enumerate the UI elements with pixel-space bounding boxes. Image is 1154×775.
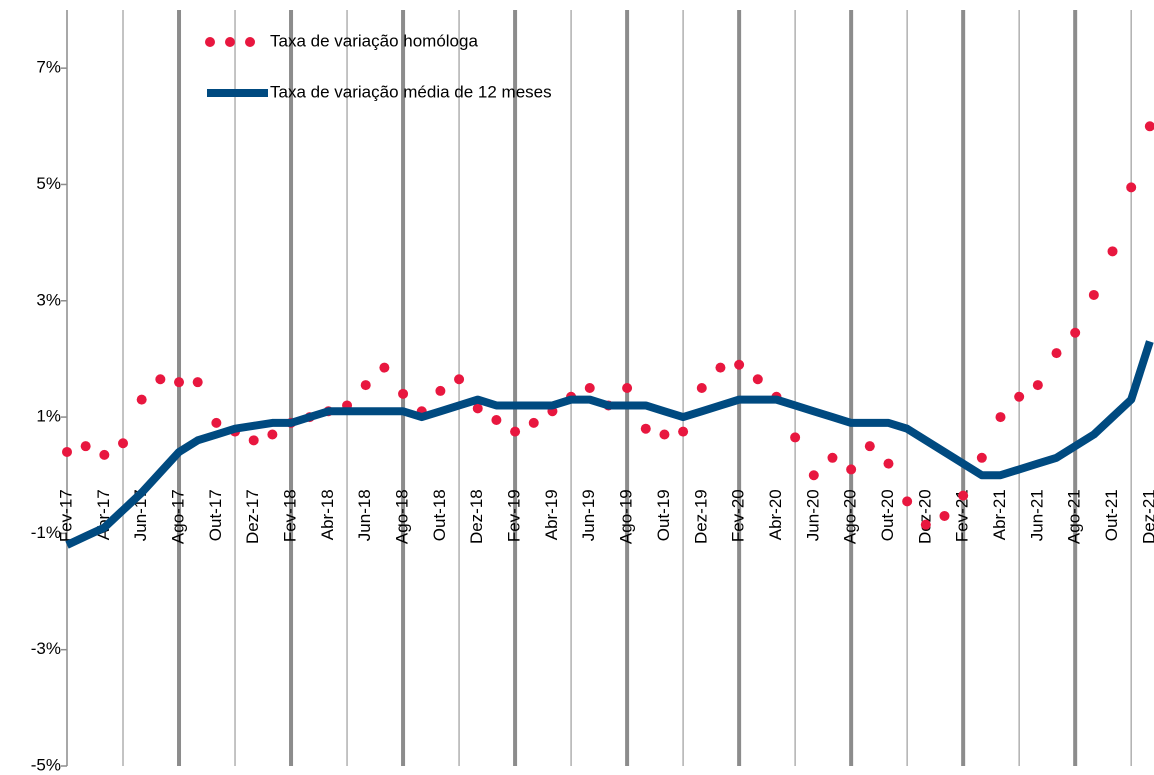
data-point [211, 417, 222, 428]
data-point [99, 449, 110, 460]
x-tick-label: Dez-17 [243, 489, 262, 544]
x-tick-label: Out-20 [878, 489, 897, 541]
data-point [995, 412, 1006, 423]
x-tick-label: Jun-20 [803, 489, 822, 541]
data-point [248, 435, 259, 446]
x-tick-label: Abr-20 [766, 489, 785, 540]
data-point [267, 429, 278, 440]
data-point [398, 388, 409, 399]
x-tick-label: Dez-21 [1139, 489, 1154, 544]
x-tick-label: Ago-18 [393, 489, 412, 544]
data-point [640, 423, 651, 434]
data-point [1014, 391, 1025, 402]
data-point [958, 490, 969, 501]
data-point [846, 464, 857, 475]
x-tick-label: Fev-19 [505, 489, 524, 542]
x-tick-label: Fev-21 [953, 489, 972, 542]
data-point [360, 380, 371, 391]
legend-label: Taxa de variação homóloga [270, 31, 478, 50]
x-tick-label: Ago-21 [1065, 489, 1084, 544]
y-tick-label: -3% [31, 639, 61, 658]
x-tick-label: Abr-18 [318, 489, 337, 540]
x-tick-label: Out-19 [654, 489, 673, 541]
data-point [752, 374, 763, 385]
y-tick-label: 5% [36, 174, 61, 193]
data-point [678, 426, 689, 437]
data-point [976, 452, 987, 463]
legend-symbol [205, 37, 215, 47]
legend-label: Taxa de variação média de 12 meses [270, 82, 552, 101]
data-point [528, 417, 539, 428]
x-tick-label: Ago-19 [617, 489, 636, 544]
data-point [696, 383, 707, 393]
data-point [155, 374, 166, 385]
data-point [790, 432, 801, 443]
x-tick-label: Dez-18 [467, 489, 486, 544]
y-tick-label: 1% [36, 407, 61, 426]
data-point [584, 383, 595, 393]
data-point [118, 438, 129, 449]
x-tick-label: Ago-17 [169, 489, 188, 544]
data-point [715, 362, 726, 373]
data-point [192, 377, 203, 388]
data-point [659, 429, 670, 440]
data-point [883, 458, 894, 469]
x-tick-label: Out-21 [1102, 489, 1121, 541]
data-point [1051, 348, 1062, 359]
data-point [622, 383, 633, 393]
data-point [1088, 289, 1099, 300]
x-tick-label: Dez-20 [915, 489, 934, 544]
data-point [136, 394, 147, 405]
data-point [80, 441, 91, 452]
x-tick-label: Out-18 [430, 489, 449, 541]
data-point [174, 377, 185, 388]
x-tick-label: Jun-18 [355, 489, 374, 541]
data-point [1107, 246, 1118, 257]
x-tick-label: Jun-21 [1027, 489, 1046, 541]
data-point [491, 414, 502, 425]
data-point [827, 452, 838, 463]
data-point [1144, 121, 1154, 132]
y-tick-label: -5% [31, 755, 61, 774]
x-tick-label: Abr-19 [542, 489, 561, 540]
x-tick-label: Dez-19 [691, 489, 710, 544]
x-tick-label: Ago-20 [841, 489, 860, 544]
y-tick-label: 7% [36, 58, 61, 77]
x-tick-label: Out-17 [206, 489, 225, 541]
data-point [808, 470, 819, 481]
legend-symbol [225, 37, 235, 47]
data-point [1070, 327, 1081, 338]
y-tick-label: -1% [31, 523, 61, 542]
data-point [472, 403, 483, 414]
data-point [379, 362, 390, 373]
data-point [920, 519, 931, 530]
y-tick-label: 3% [36, 290, 61, 309]
series-line [65, 340, 1154, 549]
data-point [1032, 380, 1043, 391]
data-point [62, 446, 72, 457]
x-tick-label: Fev-18 [281, 489, 300, 542]
data-point [864, 441, 875, 452]
legend-symbol [245, 37, 255, 47]
data-point [435, 385, 446, 396]
x-tick-label: Jun-19 [579, 489, 598, 541]
data-point [454, 374, 465, 385]
data-point [902, 496, 913, 507]
data-point [510, 426, 521, 437]
x-tick-label: Abr-21 [990, 489, 1009, 540]
x-tick-label: Fev-17 [56, 489, 75, 542]
data-point [939, 510, 950, 521]
data-point [734, 359, 745, 370]
x-tick-label: Fev-20 [729, 489, 748, 542]
data-point [1126, 182, 1137, 193]
